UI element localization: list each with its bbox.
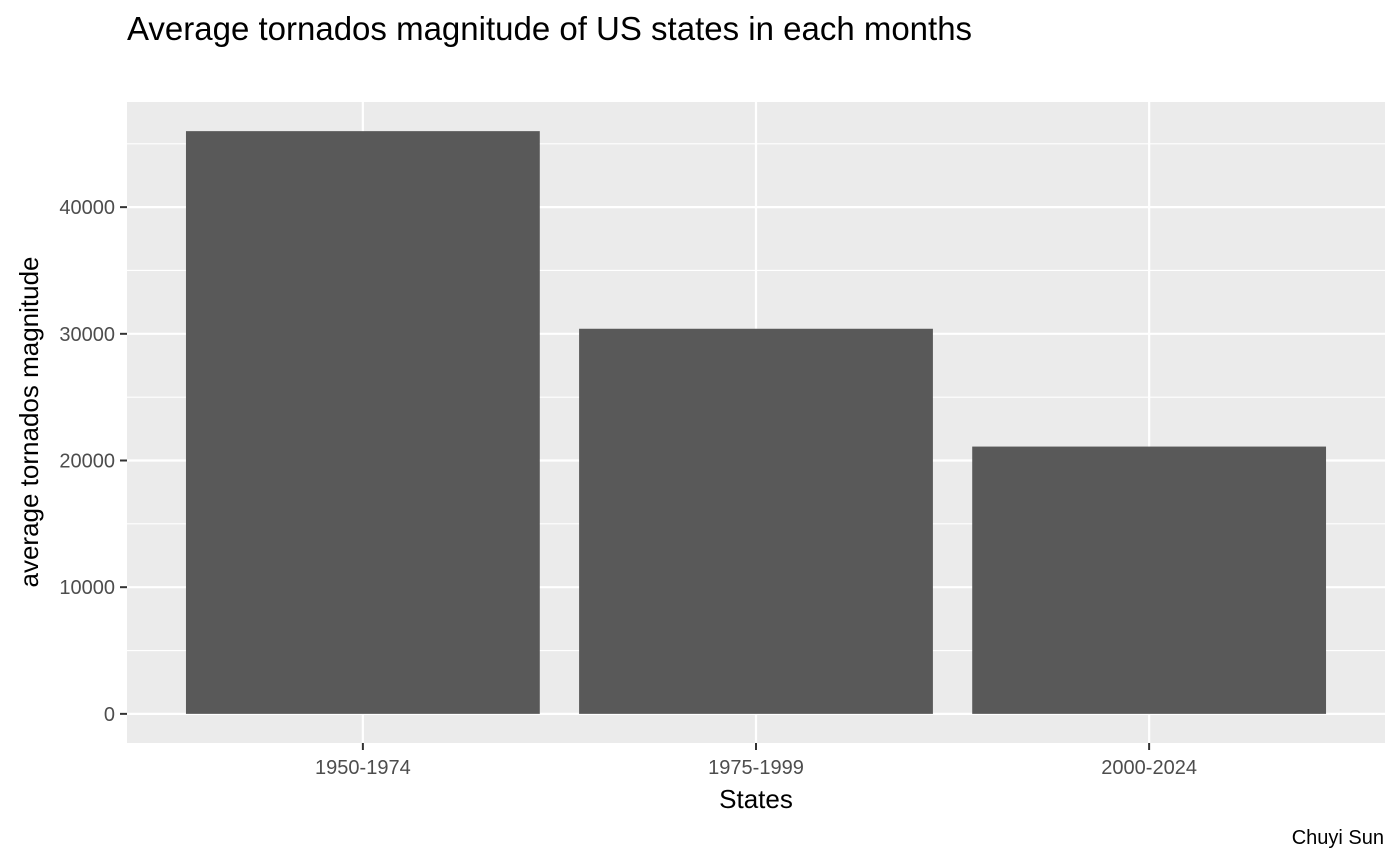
x-axis-title: States	[719, 784, 793, 814]
y-tick-label: 20000	[59, 451, 115, 473]
y-axis: 0 10000 20000 30000 40000	[59, 197, 127, 726]
bar-1950-1974	[185, 131, 540, 714]
caption: Chuyi Sun	[1292, 827, 1384, 849]
x-tick-label: 2000-2024	[1101, 757, 1197, 779]
bar-1975-1999	[579, 328, 933, 714]
y-tick-label: 40000	[59, 197, 115, 219]
x-tick-label: 1975-1999	[708, 757, 804, 779]
bars-group	[185, 131, 1327, 714]
x-axis: 1950-1974 1975-1999 2000-2024	[315, 743, 1197, 779]
chart-title: Average tornados magnitude of US states …	[127, 10, 972, 47]
bar-2000-2024	[972, 446, 1327, 714]
x-tick-label: 1950-1974	[315, 757, 411, 779]
y-tick-label: 0	[104, 704, 115, 726]
y-axis-title: average tornados magnitude	[14, 256, 44, 587]
y-tick-label: 30000	[59, 324, 115, 346]
y-tick-label: 10000	[59, 577, 115, 599]
